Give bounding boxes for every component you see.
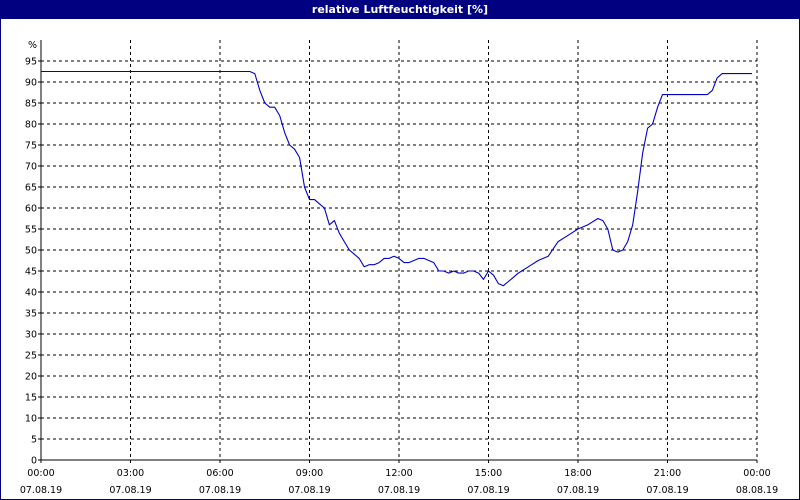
y-tick-label: 50	[25, 246, 37, 257]
y-tick-label: 75	[25, 141, 37, 152]
x-tick-date-label: 07.08.19	[646, 485, 688, 496]
y-tick-label: 80	[25, 120, 37, 131]
x-tick-date-label: 07.08.19	[378, 485, 420, 496]
y-tick-label: 55	[25, 225, 37, 236]
y-tick-label: 45	[25, 267, 37, 278]
y-tick-label: 10	[25, 414, 37, 425]
x-tick-date-label: 07.08.19	[467, 485, 509, 496]
y-tick-label: 15	[25, 393, 37, 404]
y-tick-label: 0	[31, 456, 37, 467]
y-tick-label: 95	[25, 57, 37, 68]
x-tick-date-label: 07.08.19	[288, 485, 330, 496]
y-tick-label: 20	[25, 372, 37, 383]
y-axis-unit-label: %	[28, 40, 37, 51]
y-tick-label: 35	[25, 309, 37, 320]
x-tick-time-label: 03:00	[117, 468, 144, 479]
y-tick-label: 5	[31, 435, 37, 446]
y-tick-label: 40	[25, 288, 37, 299]
title-bar: relative Luftfeuchtigkeit [%]	[1, 1, 799, 19]
x-tick-time-label: 09:00	[296, 468, 323, 479]
x-tick-date-label: 07.08.19	[557, 485, 599, 496]
x-tick-time-label: 00:00	[743, 468, 770, 479]
x-tick-time-label: 18:00	[564, 468, 591, 479]
x-tick-date-label: 07.08.19	[199, 485, 241, 496]
x-tick-date-label: 08.08.19	[736, 485, 778, 496]
y-tick-label: 30	[25, 330, 37, 341]
x-tick-time-label: 06:00	[206, 468, 233, 479]
chart-title: relative Luftfeuchtigkeit [%]	[311, 3, 489, 16]
y-tick-label: 25	[25, 351, 37, 362]
y-tick-label: 65	[25, 183, 37, 194]
y-tick-label: 70	[25, 162, 37, 173]
x-tick-time-label: 00:00	[27, 468, 54, 479]
x-tick-date-label: 07.08.19	[109, 485, 151, 496]
y-tick-label: 85	[25, 99, 37, 110]
x-tick-time-label: 15:00	[475, 468, 502, 479]
y-tick-label: 60	[25, 204, 37, 215]
humidity-series-line	[41, 70, 752, 287]
x-tick-time-label: 21:00	[654, 468, 681, 479]
x-tick-date-label: 07.08.19	[20, 485, 62, 496]
x-tick-time-label: 12:00	[385, 468, 412, 479]
y-tick-label: 90	[25, 78, 37, 89]
